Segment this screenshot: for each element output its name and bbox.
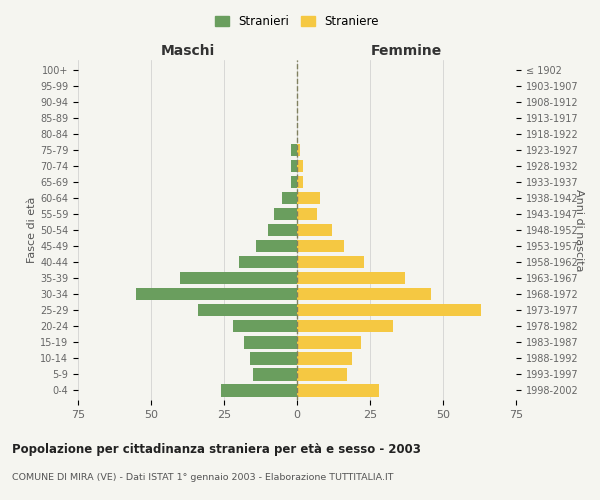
Text: Maschi: Maschi — [160, 44, 215, 59]
Bar — [297, 160, 303, 172]
Bar — [291, 176, 297, 188]
Text: Popolazione per cittadinanza straniera per età e sesso - 2003: Popolazione per cittadinanza straniera p… — [12, 442, 421, 456]
Text: Femmine: Femmine — [371, 44, 442, 59]
Bar — [297, 272, 405, 284]
Y-axis label: Fasce di età: Fasce di età — [27, 197, 37, 263]
Bar — [274, 208, 297, 220]
Bar — [198, 304, 297, 316]
Bar — [297, 224, 332, 236]
Bar — [253, 368, 297, 380]
Bar — [297, 208, 317, 220]
Bar — [244, 336, 297, 348]
Bar — [297, 336, 361, 348]
Bar — [233, 320, 297, 332]
Bar — [180, 272, 297, 284]
Bar — [250, 352, 297, 364]
Bar — [291, 144, 297, 156]
Bar — [297, 288, 431, 300]
Bar — [297, 256, 364, 268]
Bar — [297, 144, 300, 156]
Bar — [297, 320, 394, 332]
Bar — [256, 240, 297, 252]
Bar — [221, 384, 297, 396]
Bar — [239, 256, 297, 268]
Bar — [283, 192, 297, 204]
Bar — [297, 352, 352, 364]
Bar — [297, 304, 481, 316]
Bar — [297, 368, 347, 380]
Bar — [136, 288, 297, 300]
Bar — [291, 160, 297, 172]
Bar — [268, 224, 297, 236]
Legend: Stranieri, Straniere: Stranieri, Straniere — [211, 12, 383, 32]
Bar — [297, 192, 320, 204]
Bar — [297, 176, 303, 188]
Text: COMUNE DI MIRA (VE) - Dati ISTAT 1° gennaio 2003 - Elaborazione TUTTITALIA.IT: COMUNE DI MIRA (VE) - Dati ISTAT 1° genn… — [12, 472, 394, 482]
Bar — [297, 384, 379, 396]
Bar — [297, 240, 344, 252]
Y-axis label: Anni di nascita: Anni di nascita — [574, 188, 584, 271]
